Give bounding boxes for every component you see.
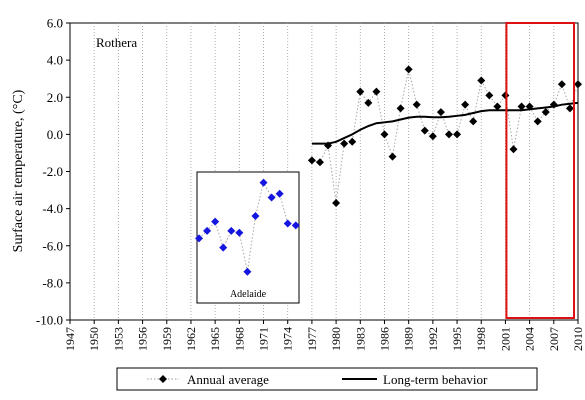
x-tick-label: 2001 [498,327,512,351]
x-tick-label: 1959 [160,327,174,351]
panel-label: Rothera [96,35,137,50]
x-tick-label: 1956 [136,327,150,351]
data-point-adelaide [243,267,252,276]
x-tick-label: 1977 [305,327,319,351]
data-point-adelaide [227,226,236,235]
x-tick-label: 1995 [450,327,464,351]
data-point-annual-average [517,102,526,111]
x-tick-label: 1974 [281,327,295,351]
x-tick-label: 1962 [184,327,198,351]
data-point-annual-average [412,100,421,109]
legend-long-term-behavior: Long-term behavior [383,372,488,387]
data-point-annual-average [461,100,470,109]
x-tick-label: 1986 [377,327,391,351]
data-point-annual-average [469,117,478,126]
x-tick-label: 2004 [523,327,537,351]
inset-label: Adelaide [230,289,267,300]
x-tick-label: 2007 [547,327,561,351]
data-point-adelaide [203,226,212,235]
x-tick-label: 1998 [474,327,488,351]
series-line-long-term-behavior [311,101,579,145]
x-tick-label: 1989 [402,327,416,351]
data-point-annual-average [380,130,389,139]
plot-frame [69,22,579,321]
data-point-annual-average [444,130,453,139]
y-tick-label: -6.0 [42,238,63,253]
y-axis-label: Surface air temperature, (°C) [11,89,26,252]
x-tick-label: 1947 [63,327,77,351]
data-point-annual-average [404,65,413,74]
highlight-box [505,22,575,319]
data-point-adelaide [235,228,244,237]
x-tick-label: 1980 [329,327,343,351]
y-tick-label: 2.0 [47,90,63,105]
data-point-annual-average [307,156,316,165]
series-layer [195,65,582,276]
data-point-adelaide [211,217,220,226]
x-tick-label: 1965 [208,327,222,351]
x-tick-label: 1983 [353,327,367,351]
y-tick-label: 6.0 [47,16,63,31]
data-point-annual-average [541,108,550,117]
data-point-annual-average [493,102,502,111]
legend-annual-average: Annual average [187,372,269,387]
data-point-adelaide [195,234,204,243]
legend-box [116,367,538,391]
y-tick-label: -2.0 [42,164,63,179]
data-point-annual-average [557,80,566,89]
data-point-annual-average [509,145,518,154]
data-point-annual-average [388,152,397,161]
data-point-annual-average [533,117,542,126]
data-point-annual-average [574,80,582,89]
legend-diamond-marker [159,375,167,383]
data-point-adelaide [259,178,268,187]
data-point-annual-average [364,98,373,107]
y-tick-label: -10.0 [36,313,63,328]
y-tick-label: 0.0 [47,127,63,142]
x-tick-label: 2010 [571,327,585,351]
data-point-annual-average [477,76,486,85]
series-connector-annual-average [311,69,579,204]
data-point-annual-average [396,104,405,113]
data-point-annual-average [332,199,341,208]
data-point-annual-average [428,132,437,141]
y-tick-label: 4.0 [47,53,63,68]
y-tick-label: -4.0 [42,201,63,216]
y-axis-ticks: 6.0 4.0 2.0 0.0 -2.0 -4.0 -6.0 -8.0 -10.0 [36,16,70,328]
y-tick-label: -8.0 [42,275,63,290]
data-point-annual-average [485,91,494,100]
x-tick-label: 1992 [426,327,440,351]
data-point-adelaide [267,193,276,202]
data-point-adelaide [291,221,300,230]
x-tick-label: 1971 [257,327,271,351]
data-point-annual-average [436,108,445,117]
data-point-adelaide [275,189,284,198]
data-point-annual-average [315,158,324,167]
data-point-annual-average [348,137,357,146]
data-point-annual-average [356,87,365,96]
data-point-adelaide [219,243,228,252]
x-tick-label: 1953 [111,327,125,351]
x-tick-label: 1950 [87,327,101,351]
data-point-annual-average [372,87,381,96]
data-point-annual-average [565,104,574,113]
data-point-annual-average [453,130,462,139]
data-point-adelaide [251,212,260,221]
data-point-annual-average [420,126,429,135]
x-tick-label: 1968 [232,327,246,351]
data-point-adelaide [283,219,292,228]
adelaide-inset-box [196,171,300,304]
x-axis-ticks: 1947 1950 1953 1956 1959 1962 1965 1968 1971 1974… [63,320,585,351]
data-point-annual-average [340,139,349,148]
